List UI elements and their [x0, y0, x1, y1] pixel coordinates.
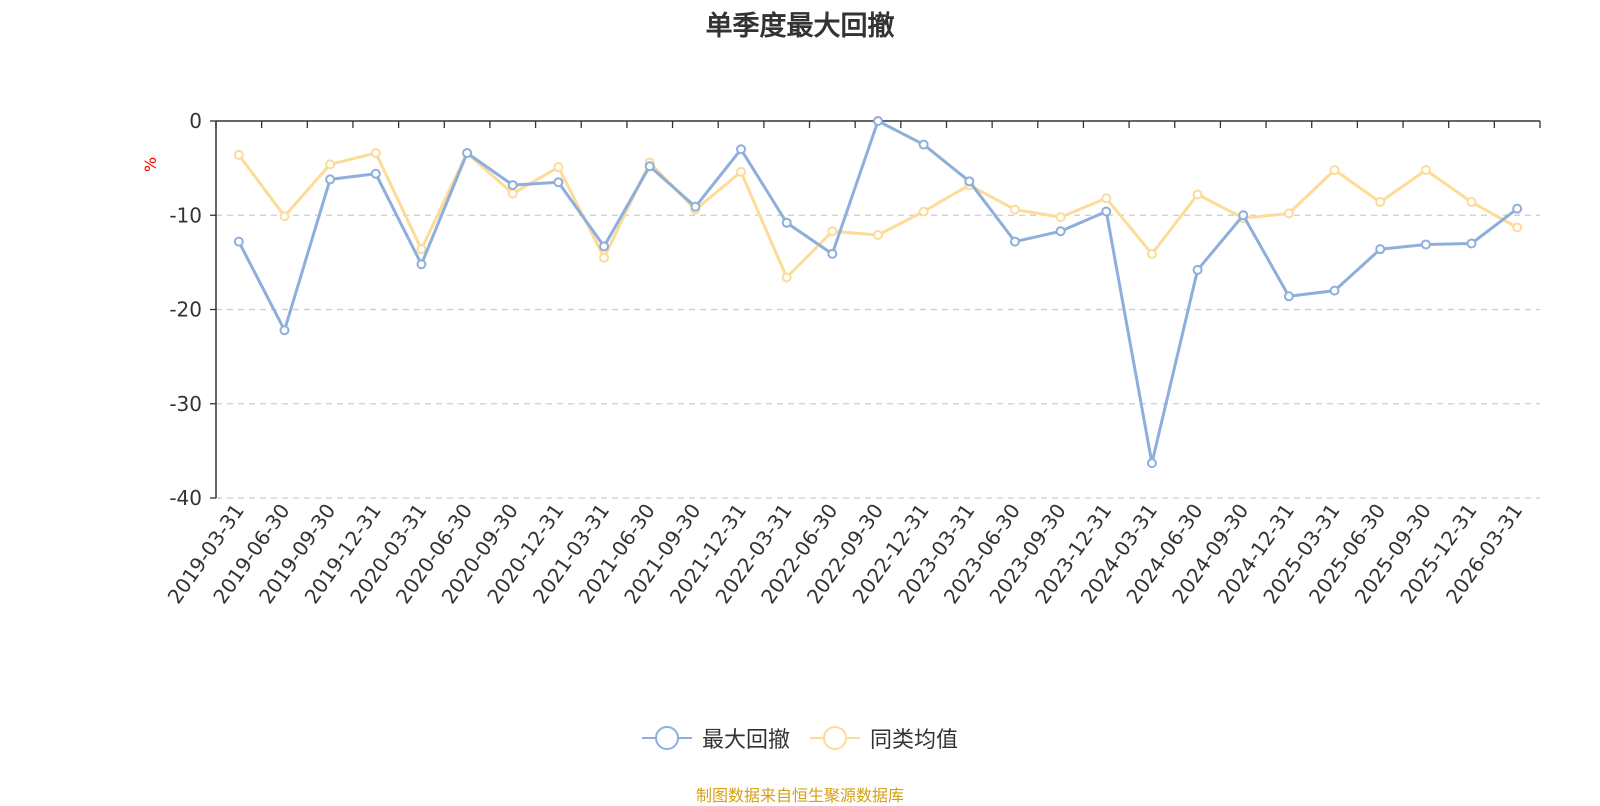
- y-tick-label: -40: [169, 486, 202, 510]
- y-tick-label: 0: [189, 109, 202, 133]
- data-point[interactable]: [918, 139, 929, 150]
- data-point[interactable]: [1512, 203, 1523, 214]
- data-point[interactable]: [1009, 236, 1020, 247]
- data-point[interactable]: [1420, 239, 1431, 250]
- y-tick-label: -30: [169, 392, 202, 416]
- data-point[interactable]: [964, 176, 975, 187]
- series-group: [233, 116, 1523, 469]
- data-point[interactable]: [507, 188, 518, 199]
- data-point[interactable]: [1329, 285, 1340, 296]
- legend-line-circle-icon: [810, 726, 860, 750]
- data-point[interactable]: [370, 148, 381, 159]
- data-point[interactable]: [736, 144, 747, 155]
- legend: 最大回撤 同类均值: [0, 722, 1600, 754]
- data-point[interactable]: [736, 166, 747, 177]
- data-point[interactable]: [690, 201, 701, 212]
- data-point[interactable]: [1329, 165, 1340, 176]
- source-note: 制图数据来自恒生聚源数据库: [695, 786, 904, 805]
- data-point[interactable]: [1466, 238, 1477, 249]
- data-point[interactable]: [873, 230, 883, 241]
- data-point[interactable]: [599, 241, 610, 252]
- series-line: [237, 119, 1519, 465]
- series-0: [233, 116, 1523, 469]
- data-point[interactable]: [873, 116, 883, 126]
- data-point[interactable]: [1146, 458, 1157, 469]
- data-point[interactable]: [370, 168, 381, 179]
- data-point[interactable]: [1146, 248, 1157, 259]
- data-point[interactable]: [416, 259, 427, 270]
- data-point[interactable]: [1238, 210, 1249, 221]
- y-axis-ticks: 0 -10 -20 -30 -40: [169, 109, 216, 510]
- y-axis-unit-label: %: [141, 157, 160, 172]
- data-point[interactable]: [781, 217, 792, 228]
- data-point[interactable]: [827, 226, 838, 237]
- data-point[interactable]: [781, 272, 792, 283]
- data-point[interactable]: [462, 148, 473, 159]
- data-point[interactable]: [1101, 193, 1112, 204]
- legend-item-1[interactable]: 同类均值: [810, 722, 958, 754]
- y-tick-label: -20: [169, 298, 202, 322]
- data-point[interactable]: [1192, 189, 1203, 200]
- legend-label: 最大回撤: [701, 728, 790, 753]
- data-point[interactable]: [553, 177, 564, 188]
- data-point[interactable]: [1283, 291, 1294, 302]
- data-point[interactable]: [1512, 222, 1523, 233]
- data-point[interactable]: [1192, 264, 1203, 275]
- data-point[interactable]: [507, 180, 518, 191]
- legend-line-circle-icon: [641, 726, 692, 750]
- data-point[interactable]: [1375, 197, 1386, 208]
- data-point[interactable]: [279, 211, 290, 222]
- data-point[interactable]: [1055, 226, 1066, 237]
- data-point[interactable]: [644, 161, 655, 172]
- data-point[interactable]: [599, 252, 610, 263]
- data-point[interactable]: [827, 248, 838, 259]
- data-point[interactable]: [233, 236, 244, 247]
- data-point[interactable]: [1009, 204, 1020, 215]
- y-tick-label: -10: [169, 203, 202, 227]
- data-point[interactable]: [416, 244, 427, 255]
- data-point[interactable]: [1283, 208, 1294, 219]
- data-point[interactable]: [325, 159, 336, 170]
- data-point[interactable]: [1101, 206, 1112, 217]
- data-point[interactable]: [1420, 165, 1431, 176]
- legend-label: 同类均值: [870, 728, 959, 753]
- legend-item-0[interactable]: 最大回撤: [641, 722, 790, 754]
- data-point[interactable]: [279, 325, 290, 336]
- data-point[interactable]: [553, 162, 564, 173]
- data-point[interactable]: [325, 174, 336, 185]
- data-point[interactable]: [233, 149, 244, 160]
- data-point[interactable]: [1055, 212, 1066, 223]
- data-point[interactable]: [1375, 244, 1386, 255]
- data-point[interactable]: [918, 206, 929, 217]
- data-point[interactable]: [1466, 197, 1477, 208]
- grid-lines: [216, 214, 1540, 499]
- chart-title: 单季度最大回撤: [705, 11, 895, 42]
